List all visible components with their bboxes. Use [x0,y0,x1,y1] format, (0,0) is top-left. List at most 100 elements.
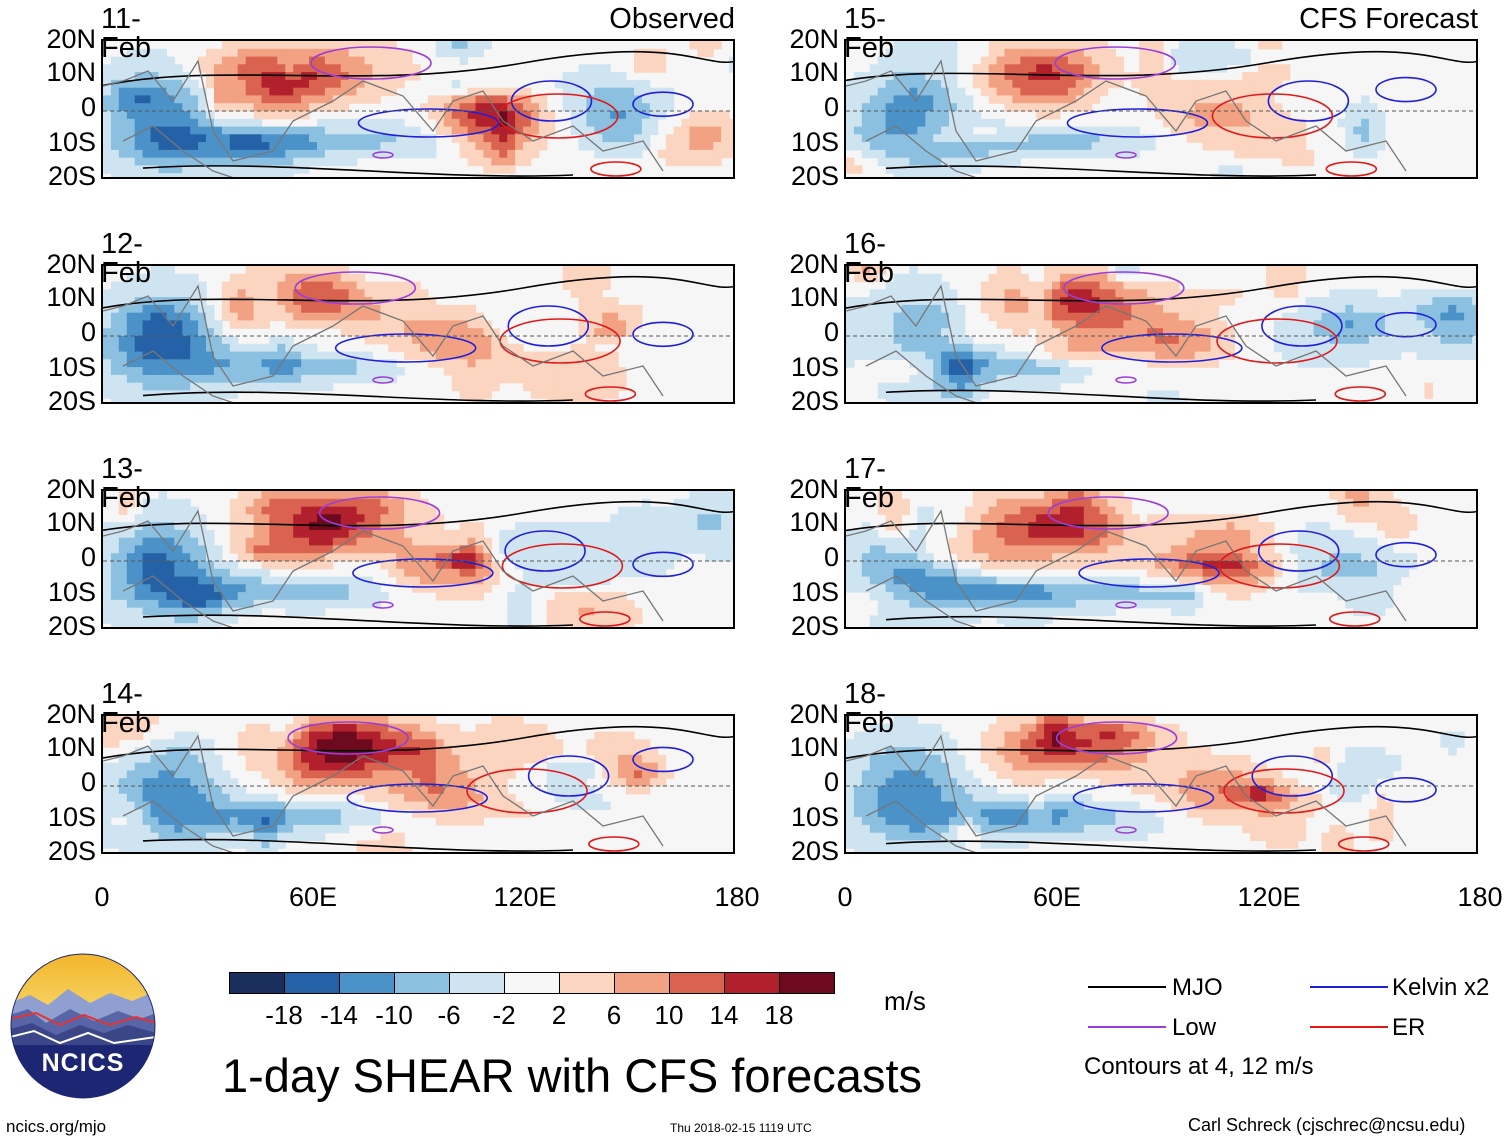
colorbar-tick-label: 6 [606,1000,622,1030]
legend-label-kelvin: Kelvin x2 [1392,974,1490,1001]
ncics-logo-text: NCICS [41,1049,125,1077]
lat-label: 0 [80,317,96,347]
lat-label: 0 [80,542,96,572]
colorbar-swatch [449,972,505,994]
panel-date-label: 17-Feb [844,453,894,514]
panel-date-label: 16-Feb [844,228,894,289]
colorbar-swatch [614,972,670,994]
legend-line-low [1088,1026,1166,1028]
lon-label-60e-left: 60E [288,882,338,912]
panel-date-label: 13-Feb [101,453,151,514]
colorbar-swatch [779,972,835,994]
lat-label: 20N [789,474,839,504]
colorbar-tick-label: -10 [375,1000,413,1030]
legend-line-er [1310,1026,1388,1028]
map-plot-area [844,264,1478,404]
colorbar-swatch [284,972,340,994]
lat-label: 20S [47,161,96,191]
lat-label: 10N [789,282,839,312]
legend-line-kelvin [1310,986,1388,988]
lat-label: 10S [790,127,839,157]
lat-label: 20S [790,161,839,191]
lat-label: 0 [823,542,839,572]
map-plot-area [844,39,1478,179]
colorbar-tick-label: 14 [709,1000,739,1030]
colorbar-tick-label: -2 [492,1000,516,1030]
colorbar-tick-label: 10 [654,1000,684,1030]
map-plot-area [101,714,735,854]
lat-label: 20S [47,836,96,866]
lat-label: 20S [790,836,839,866]
legend-label-mjo: MJO [1172,974,1223,1001]
panel-date-label: 18-Feb [844,678,894,739]
shear-field [846,716,1476,852]
lat-label: 10N [789,507,839,537]
lat-label: 10S [47,127,96,157]
lat-label: 10S [790,352,839,382]
map-plot-area [101,264,735,404]
colorbar-tick-label: 2 [551,1000,567,1030]
footer-website[interactable]: ncics.org/mjo [6,1117,107,1136]
colorbar-swatch [559,972,615,994]
colorbar-swatch [394,972,450,994]
panel-date-label: 12-Feb [101,228,151,289]
shear-field [846,266,1476,402]
shear-field [103,41,733,177]
lat-label: 20N [46,699,96,729]
lat-label: 0 [823,767,839,797]
lon-label-180-left: 180 [714,882,760,912]
colorbar-swatch [724,972,780,994]
lat-label: 20N [46,24,96,54]
lon-label-120e-right: 120E [1237,882,1301,912]
figure-title: 1-day SHEAR with CFS forecasts [222,1049,922,1102]
colorbar-tick-label: 18 [764,1000,794,1030]
lat-label: 20N [789,24,839,54]
footer-author: Carl Schreck (cjschrec@ncsu.edu) [1188,1115,1466,1135]
lon-label-0-right: 0 [837,882,853,912]
lat-label: 10S [47,577,96,607]
colorbar-tick-label: -18 [265,1000,303,1030]
lat-label: 10S [790,577,839,607]
lat-label: 20S [47,386,96,416]
lat-label: 10S [790,802,839,832]
map-plot-area [101,39,735,179]
lat-label: 10N [46,732,96,762]
ncics-logo: NCICS [10,953,156,1099]
lat-label: 20S [790,611,839,641]
lat-label: 10N [789,57,839,87]
colorbar-tick-label: -14 [320,1000,358,1030]
lon-label-0-left: 0 [94,882,110,912]
lat-label: 0 [823,317,839,347]
colorbar-swatch [669,972,725,994]
lat-label: 0 [823,92,839,122]
colorbar-tick-label: -6 [437,1000,461,1030]
lat-label: 20S [47,611,96,641]
panel-date-label: 15-Feb [844,3,894,64]
colorbar-swatch [504,972,560,994]
panel-source-tag: Observed [609,3,735,35]
lat-label: 10N [46,282,96,312]
legend-label-low: Low [1172,1014,1217,1041]
shear-field [846,41,1476,177]
panel-source-tag: CFS Forecast [1299,3,1478,35]
map-plot-area [844,489,1478,629]
lat-label: 0 [80,92,96,122]
legend-label-er: ER [1392,1014,1426,1041]
lat-label: 20N [46,474,96,504]
lat-label: 20N [789,249,839,279]
lat-label: 10S [47,352,96,382]
map-plot-area [101,489,735,629]
colorbar-units: m/s [884,986,926,1016]
lat-label: 0 [80,767,96,797]
panel-date-label: 14-Feb [101,678,151,739]
colorbar-swatch [229,972,285,994]
lat-label: 10N [789,732,839,762]
shear-field [103,491,733,627]
contour-note: Contours at 4, 12 m/s [1084,1053,1314,1080]
lat-label: 10S [47,802,96,832]
lat-label: 20N [46,249,96,279]
lat-label: 20N [789,699,839,729]
colorbar-swatch [339,972,395,994]
legend-line-mjo [1088,986,1166,988]
shear-field [103,266,733,402]
